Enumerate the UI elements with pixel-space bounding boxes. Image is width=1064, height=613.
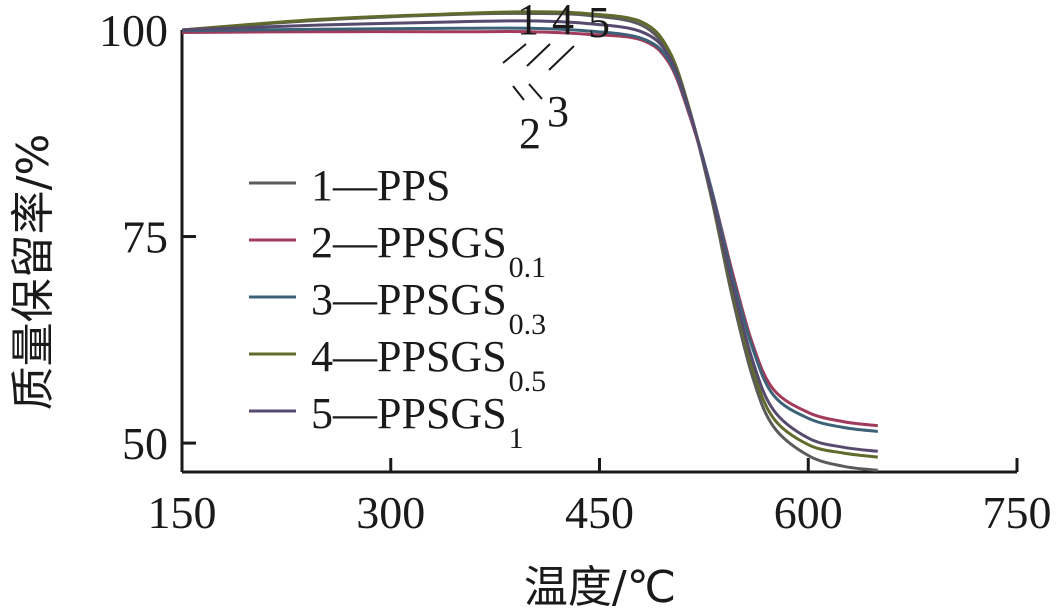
x-axis-title: 温度/℃	[524, 562, 676, 613]
series-line-1	[181, 11, 878, 472]
curve-callouts: 1 4 5 2 3	[502, 0, 610, 158]
axes: 150 300 450 600 750 50 75 100	[99, 5, 1052, 538]
callout-label-3: 3	[547, 87, 569, 136]
callout-label-4: 4	[552, 0, 574, 44]
x-tick-label: 150	[148, 487, 217, 538]
legend-label-subscript: 1	[509, 422, 524, 455]
legend-label-text: 2—PPSGS	[311, 218, 507, 267]
series-line-5	[181, 19, 878, 453]
callout-leader	[512, 85, 525, 101]
legend-label-4: 4—PPSGS0.5	[311, 332, 546, 398]
legend-label-text: 4—PPSGS	[311, 332, 507, 381]
legend-label-5: 5—PPSGS1	[311, 389, 524, 455]
callout-leader	[528, 83, 543, 100]
x-tick-label: 300	[356, 487, 425, 538]
y-tick-label: 50	[122, 418, 168, 469]
callout-leader	[526, 43, 551, 67]
legend: 1—PPS 2—PPSGS0.13—PPSGS0.34—PPSGS0.55—PPS…	[249, 161, 546, 455]
legend-label-1: 1—PPS	[311, 161, 450, 210]
callout-label-5: 5	[588, 0, 610, 47]
legend-label-2: 2—PPSGS0.1	[311, 218, 546, 284]
legend-label-text: 3—PPSGS	[311, 275, 507, 324]
x-tick-label: 450	[565, 487, 634, 538]
legend-label-subscript: 0.1	[509, 251, 547, 284]
y-tick-label: 100	[99, 5, 168, 56]
series-lines	[181, 10, 878, 472]
x-tick-label: 750	[983, 487, 1052, 538]
callout-label-1: 1	[517, 0, 539, 44]
callout-leader	[548, 45, 575, 71]
legend-label-text: 1—PPS	[311, 161, 450, 210]
callout-label-2: 2	[519, 109, 541, 158]
callout-leader	[502, 43, 527, 64]
legend-label-3: 3—PPSGS0.3	[311, 275, 546, 341]
legend-label-text: 5—PPSGS	[311, 389, 507, 438]
x-tick-label: 600	[774, 487, 843, 538]
y-axis-title: 质量保留率/%	[8, 134, 59, 411]
legend-label-subscript: 0.3	[509, 308, 547, 341]
y-tick-label: 75	[122, 212, 168, 263]
legend-label-subscript: 0.5	[509, 365, 547, 398]
